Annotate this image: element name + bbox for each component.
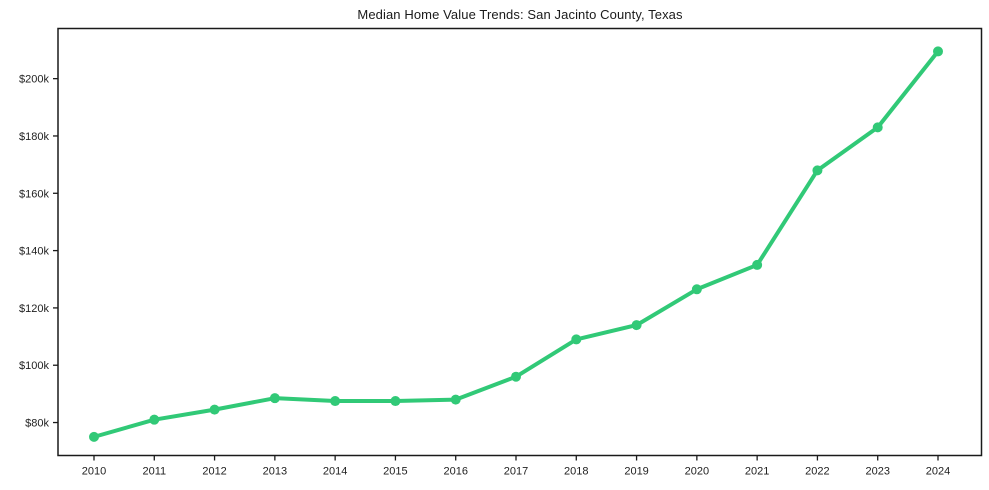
y-tick-label: $200k (19, 74, 49, 86)
data-point-marker (691, 284, 702, 295)
data-point-marker (812, 165, 823, 176)
data-point-marker (269, 393, 280, 404)
x-tick-label: 2024 (926, 466, 950, 478)
x-tick-label: 2019 (624, 466, 648, 478)
chart-title: Median Home Value Trends: San Jacinto Co… (357, 7, 683, 22)
y-tick-label: $180k (19, 131, 49, 143)
data-point-marker (209, 404, 220, 415)
x-tick-label: 2018 (564, 466, 588, 478)
x-tick-label: 2017 (504, 466, 528, 478)
x-tick-label: 2014 (323, 466, 347, 478)
y-tick-label: $160k (19, 188, 49, 200)
x-tick-label: 2011 (142, 466, 166, 478)
data-point-marker (872, 122, 883, 133)
data-point-marker (511, 371, 521, 382)
x-tick-label: 2021 (745, 466, 769, 478)
data-point-marker (631, 320, 642, 331)
y-tick-label: $140k (19, 246, 49, 258)
plot-frame (57, 27, 983, 457)
data-point-marker (330, 396, 341, 407)
x-tick-label: 2013 (263, 466, 287, 478)
data-point-marker (89, 431, 99, 442)
data-point-marker (450, 394, 461, 405)
y-tick-label: $120k (19, 303, 49, 315)
data-point-marker (390, 396, 401, 407)
x-tick-label: 2020 (685, 466, 709, 478)
x-tick-label: 2023 (865, 466, 889, 478)
x-tick-label: 2010 (82, 466, 106, 478)
y-tick-label: $80k (25, 418, 49, 430)
data-point-marker (752, 259, 763, 270)
y-tick-label: $100k (19, 360, 49, 372)
x-tick-label: 2022 (805, 466, 829, 478)
data-point-marker (571, 334, 582, 345)
data-point-marker (149, 414, 160, 425)
data-point-marker (933, 46, 943, 57)
x-tick-label: 2016 (443, 466, 467, 478)
x-tick-label: 2012 (202, 466, 226, 478)
x-tick-label: 2015 (383, 466, 407, 478)
